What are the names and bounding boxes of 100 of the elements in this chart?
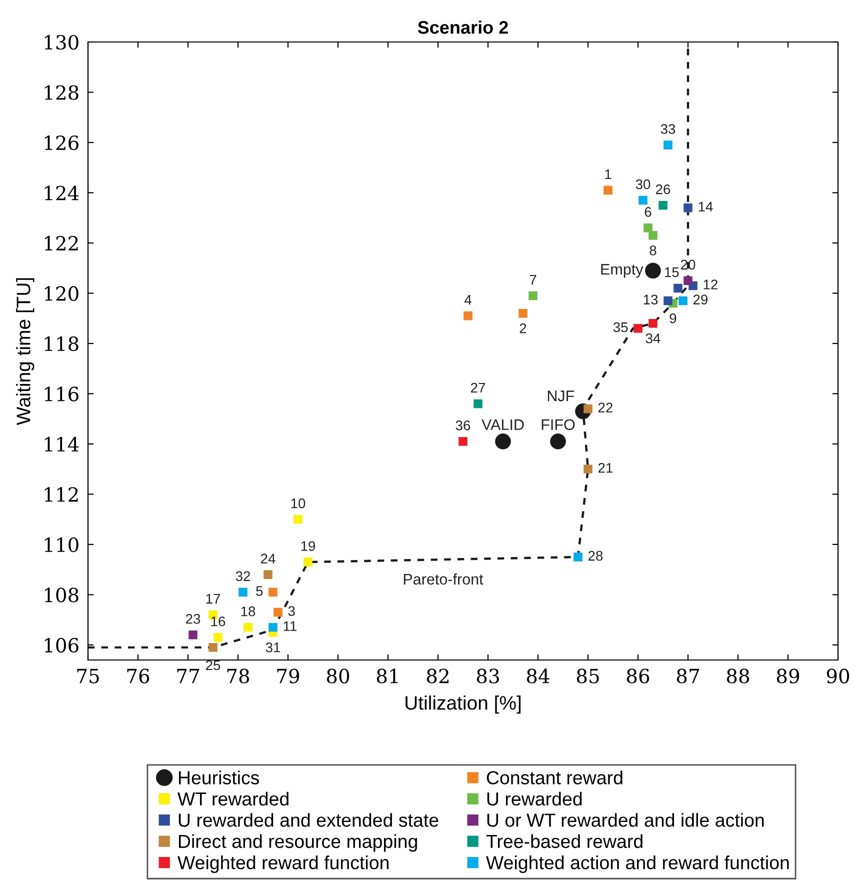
x-tick-label: 89 xyxy=(776,668,800,684)
legend-label: U or WT rewarded and idle action xyxy=(487,813,764,827)
point xyxy=(645,262,661,279)
legend-label: Weighted reward function xyxy=(178,856,389,873)
x-tick-label: 87 xyxy=(676,668,699,684)
annotation: 6 xyxy=(644,206,652,217)
point xyxy=(648,318,658,328)
x-tick-label: 80 xyxy=(326,668,350,684)
point xyxy=(208,643,218,652)
point xyxy=(678,296,688,306)
annotation: 18 xyxy=(241,606,256,616)
x-tick-label: 81 xyxy=(376,668,398,684)
annotation: 2 xyxy=(520,323,526,334)
annotation: 4 xyxy=(464,295,472,305)
y-tick-label: 116 xyxy=(44,386,78,402)
annotation: 16 xyxy=(211,616,226,626)
series-label: Pareto-front xyxy=(404,573,484,585)
annotation: 12 xyxy=(704,280,718,290)
x-tick-label: 86 xyxy=(626,668,650,684)
point xyxy=(474,399,482,408)
point xyxy=(244,622,252,632)
legend-label: WT rewarded xyxy=(178,792,288,806)
annotation: 3 xyxy=(288,606,295,616)
annotation: 13 xyxy=(644,294,658,304)
point xyxy=(574,552,582,562)
point xyxy=(464,311,472,320)
point xyxy=(638,196,648,205)
point xyxy=(268,588,278,597)
x-tick-label: 83 xyxy=(476,668,499,684)
point xyxy=(458,437,468,446)
x-tick-label: 77 xyxy=(177,668,199,684)
annotation: 11 xyxy=(284,621,296,631)
annotation: 10 xyxy=(291,498,306,508)
y-tick-label: 110 xyxy=(44,537,78,552)
annotation: 24 xyxy=(260,554,276,564)
y-tick-label: 122 xyxy=(44,236,78,250)
y-tick-label: 124 xyxy=(44,186,79,200)
x-tick-label: 75 xyxy=(77,668,99,684)
point xyxy=(584,404,592,414)
point xyxy=(674,284,682,293)
point xyxy=(238,588,248,597)
point xyxy=(604,186,612,195)
annotation: 21 xyxy=(598,462,612,473)
x-tick-label: 76 xyxy=(127,668,150,684)
legend-label: Constant reward xyxy=(486,770,622,784)
annotation: 23 xyxy=(186,614,200,624)
point xyxy=(684,203,692,212)
annotation: 36 xyxy=(456,420,470,430)
annotation: 26 xyxy=(656,184,670,194)
x-tick-label: 90 xyxy=(826,668,850,684)
annotation: 25 xyxy=(206,660,220,670)
point xyxy=(664,296,672,306)
annotation: 8 xyxy=(650,246,656,256)
annotation: 28 xyxy=(588,550,603,561)
x-tick-label: 82 xyxy=(426,668,448,684)
point xyxy=(648,231,658,240)
annotation: 33 xyxy=(660,124,676,134)
legend-label: Tree-based reward xyxy=(486,834,642,848)
legend-label: Heuristics xyxy=(178,770,260,784)
point xyxy=(214,633,222,642)
annotation: 27 xyxy=(470,382,486,393)
annotation: 1 xyxy=(605,169,612,180)
annotation: VALID xyxy=(482,419,524,430)
annotation: 19 xyxy=(301,541,316,551)
y-tick-label: 106 xyxy=(44,638,78,653)
annotation: 7 xyxy=(530,274,536,285)
annotation: FIFO xyxy=(542,419,575,430)
annotation: 32 xyxy=(236,571,250,582)
annotation: 35 xyxy=(613,322,628,332)
annotation: 22 xyxy=(598,402,612,412)
annotation: 29 xyxy=(693,294,708,304)
annotation: 14 xyxy=(698,202,713,212)
x-tick-label: 85 xyxy=(576,668,599,684)
x-tick-label: 78 xyxy=(227,668,250,684)
x-tick-label: 84 xyxy=(526,668,550,684)
x-tick-label: 88 xyxy=(726,668,750,684)
annotation: 17 xyxy=(206,594,220,604)
point xyxy=(495,434,511,450)
point xyxy=(518,308,528,318)
y-tick-label: 114 xyxy=(44,436,79,452)
point xyxy=(658,200,668,210)
legend-label: Direct and resource mapping xyxy=(178,834,417,852)
annotation: 30 xyxy=(636,179,650,190)
y-tick-label: 128 xyxy=(44,85,78,100)
legend-label: U rewarded xyxy=(487,792,582,806)
point xyxy=(294,514,302,524)
point xyxy=(274,608,282,617)
point xyxy=(664,140,672,150)
y-tick-label: 130 xyxy=(44,34,78,50)
chart-title: Scenario 2 xyxy=(418,20,508,34)
y-tick-label: 108 xyxy=(44,588,78,602)
point xyxy=(684,276,692,286)
point xyxy=(264,570,272,579)
point xyxy=(584,464,592,474)
y-tick-label: 120 xyxy=(44,286,78,301)
annotation: NJF xyxy=(548,390,574,402)
x-tick-label: 79 xyxy=(277,668,300,684)
annotation: 9 xyxy=(670,313,676,324)
x-axis-title: Utilization [%] xyxy=(406,695,521,714)
y-axis-title: Waiting time [TU] xyxy=(16,278,34,426)
